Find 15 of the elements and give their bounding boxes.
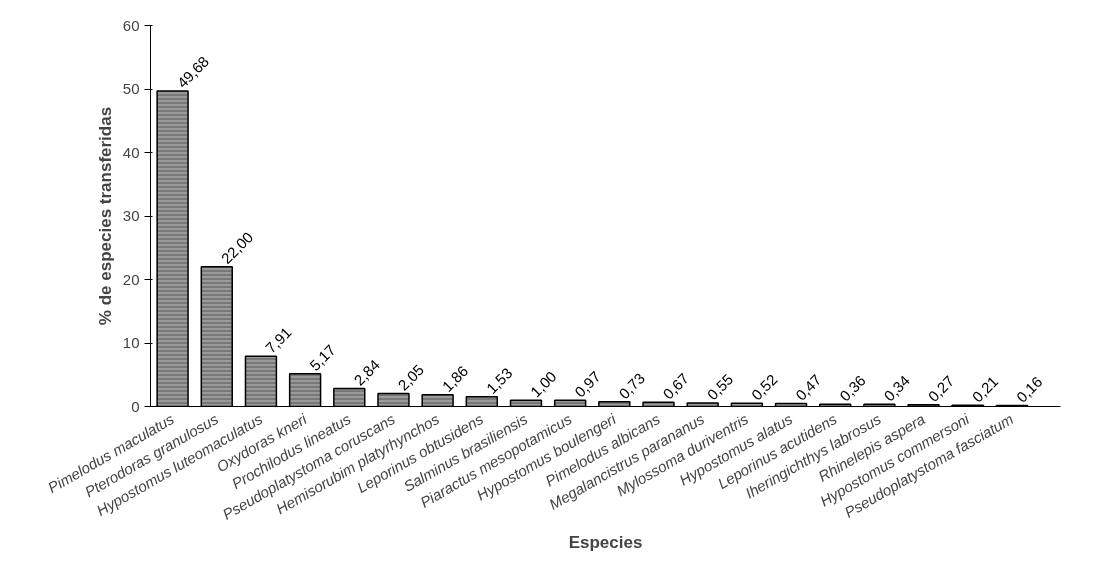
data-label: 0,36 [836,371,869,405]
y-tick-label: 50 [122,80,140,97]
y-tick-label: 10 [122,334,140,351]
data-label: 0,16 [1012,372,1046,406]
y-tick-label: 40 [122,143,140,161]
data-label: 0,34 [880,371,913,405]
y-tick-label: 20 [122,270,140,288]
y-axis-title: % de especies transferidas [95,106,115,326]
data-label: 0,21 [968,372,1002,406]
y-tick-label: 30 [122,207,140,224]
y-tick-label: 0 [131,397,140,415]
y-tick-label: 60 [122,16,140,34]
data-label: 0,52 [747,370,781,404]
x-axis-title: Especies [568,533,643,553]
data-label: 7,91 [261,323,295,357]
